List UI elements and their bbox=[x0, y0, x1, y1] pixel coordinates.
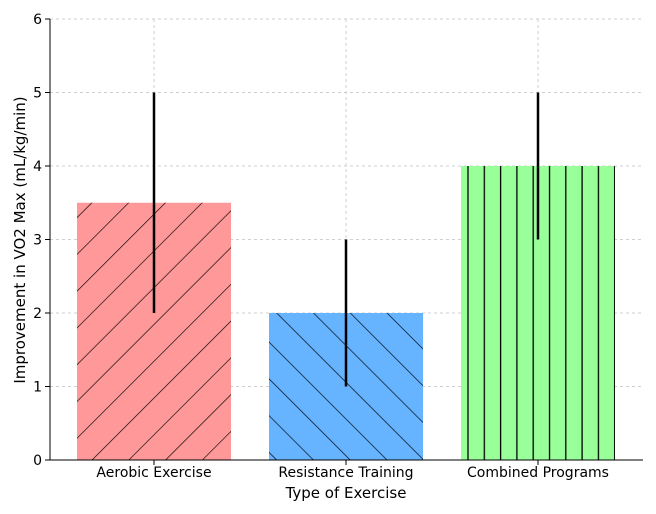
y-tick-label: 3 bbox=[33, 233, 42, 249]
x-tick-label: Combined Programs bbox=[467, 465, 609, 481]
y-axis-title: Improvement in VO2 Max (mL/kg/min) bbox=[11, 96, 29, 383]
x-ticks: Aerobic Exercise Resistance Training Combi… bbox=[96, 460, 609, 481]
y-ticks: 0 1 2 3 4 5 6 bbox=[33, 12, 50, 469]
x-tick-label: Aerobic Exercise bbox=[96, 465, 211, 481]
y-tick-label: 4 bbox=[33, 159, 42, 175]
y-tick-label: 5 bbox=[33, 86, 42, 102]
error-bars bbox=[152, 92, 540, 387]
y-tick-label: 1 bbox=[33, 380, 42, 396]
bars bbox=[77, 166, 615, 460]
x-tick-label: Resistance Training bbox=[278, 465, 413, 481]
y-tick-label: 6 bbox=[33, 12, 42, 28]
x-axis-title: Type of Exercise bbox=[285, 484, 407, 502]
y-tick-label: 2 bbox=[33, 306, 42, 322]
y-tick-label: 0 bbox=[33, 453, 42, 469]
